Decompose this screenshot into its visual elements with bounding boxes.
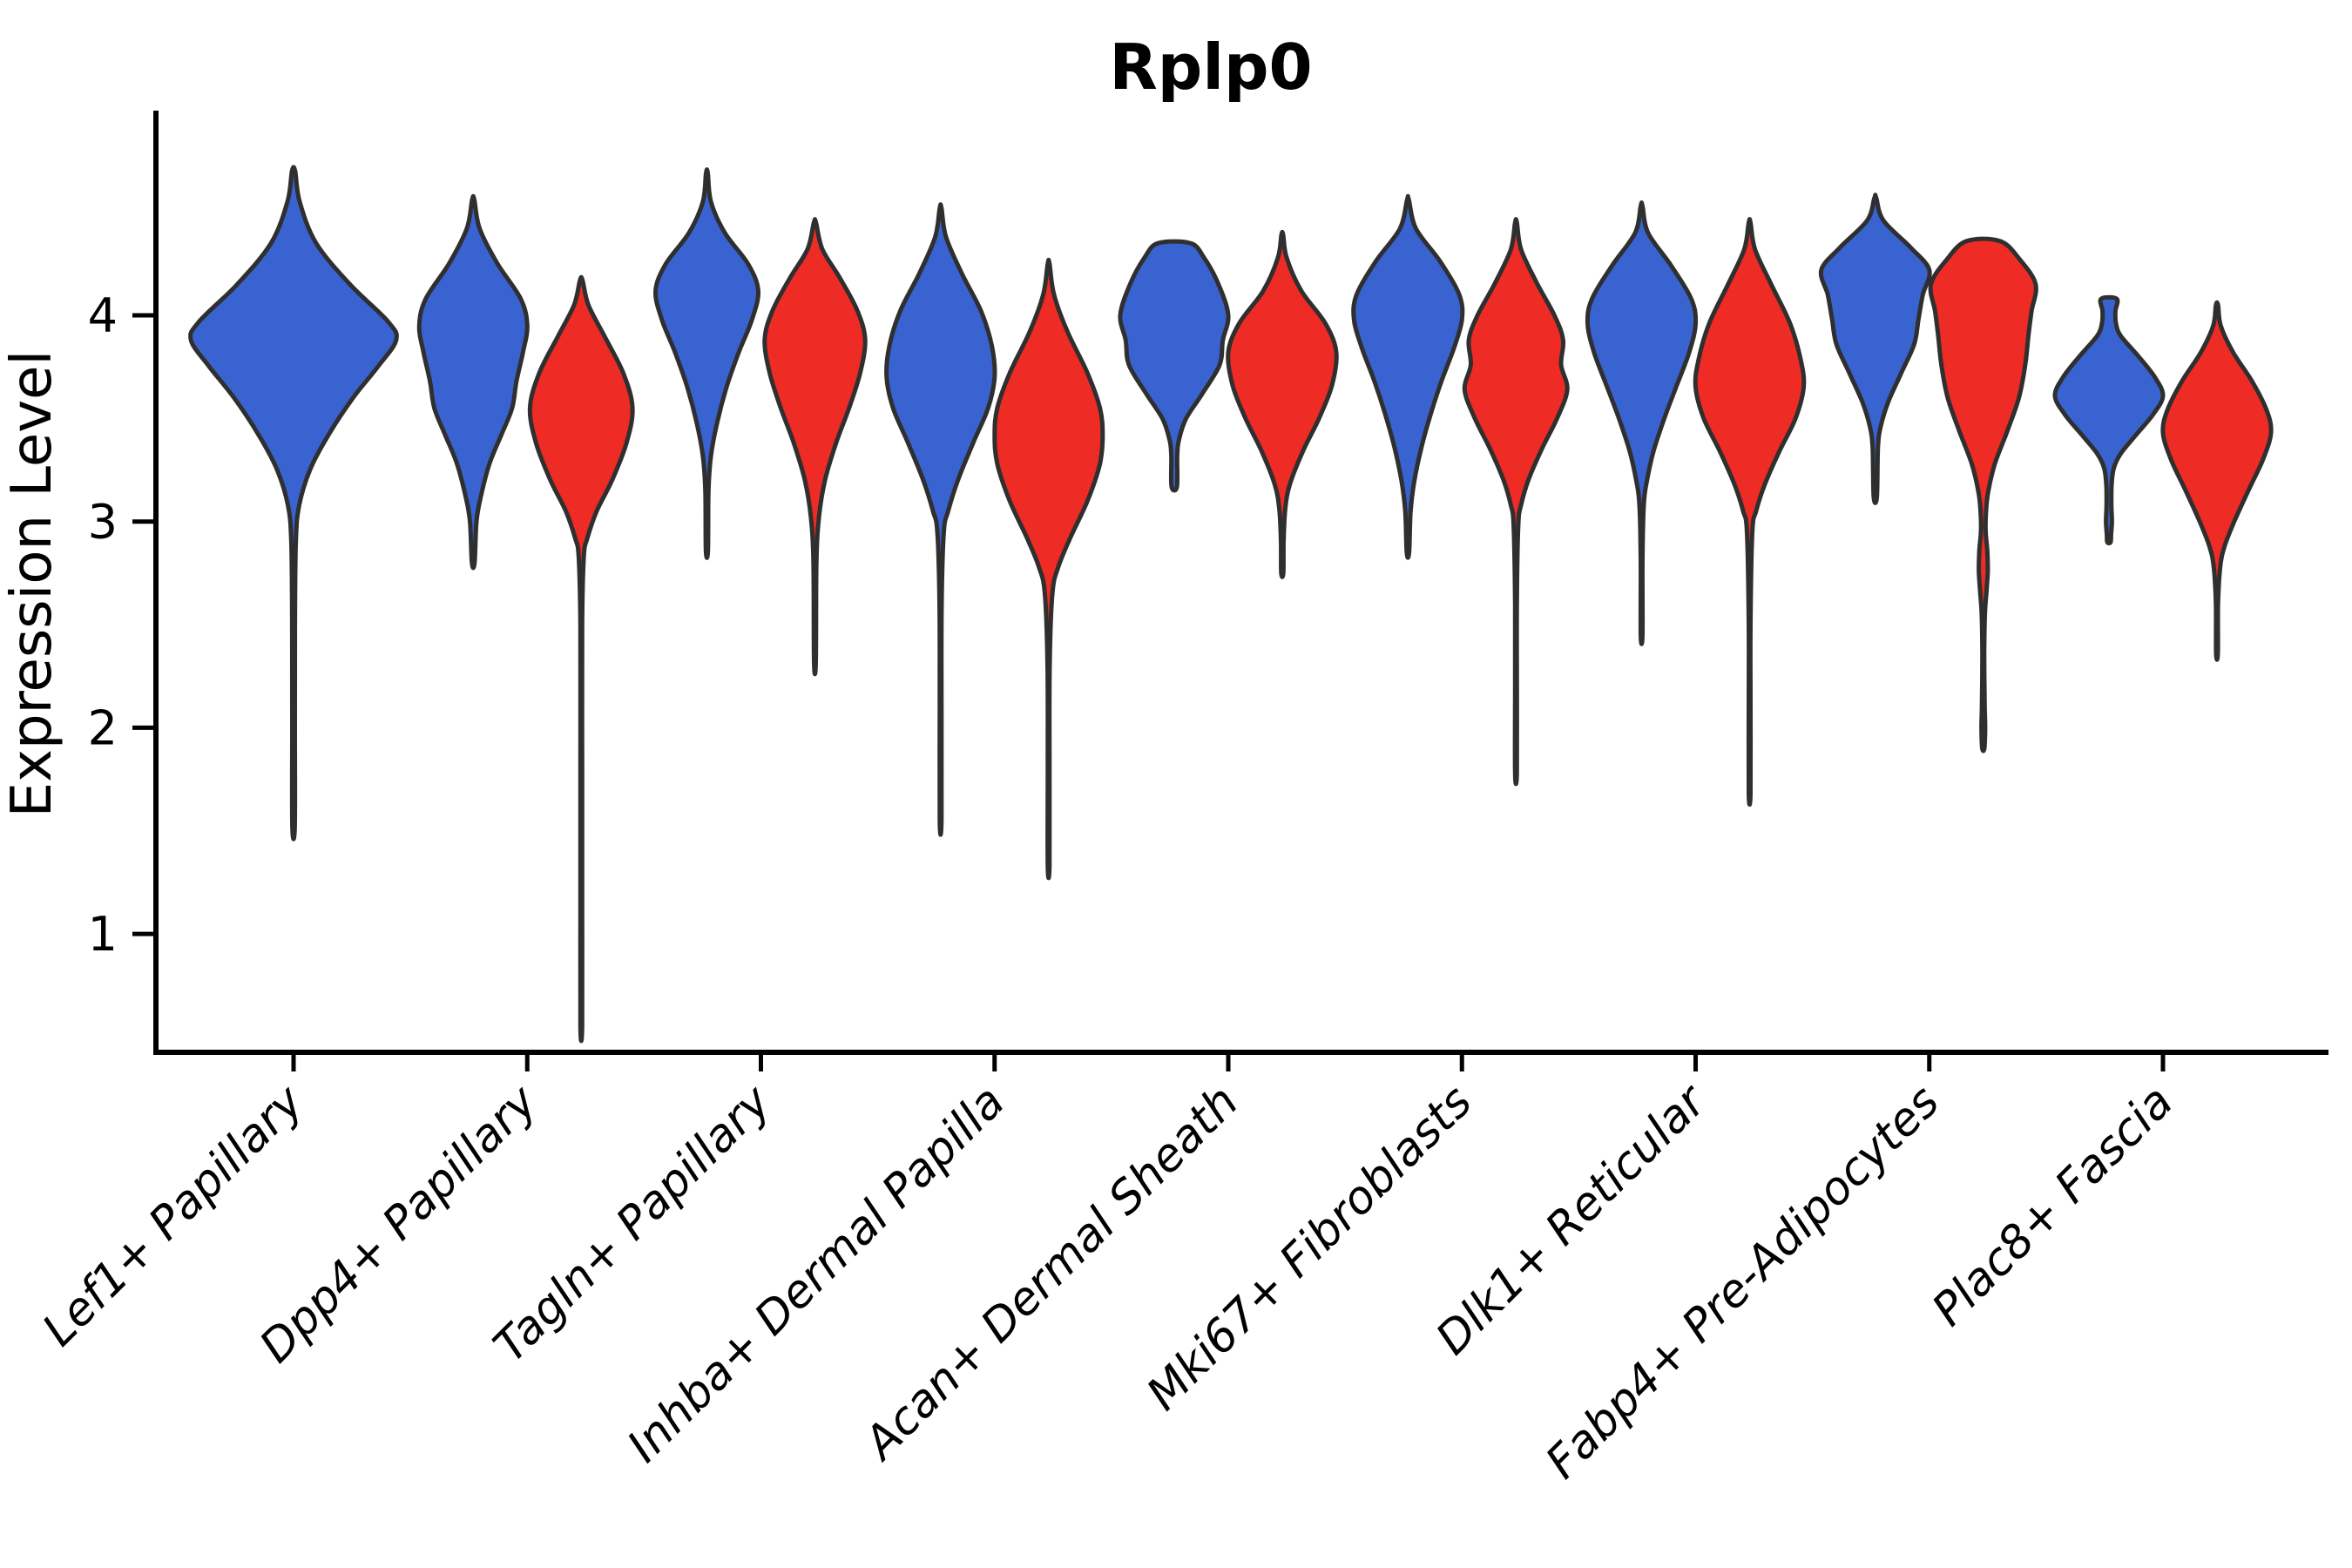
x-tick-label: Acan+ Dermal Sheath <box>853 1076 1248 1471</box>
x-tick-label: Fabp4+ Pre-Adipocytes <box>1536 1076 1950 1490</box>
axis-lines <box>153 111 2328 1055</box>
violin-dlk1-reticular-red <box>1693 217 1807 808</box>
y-axis-label: Expression Level <box>0 350 64 818</box>
violin-mki67-fibroblasts-red <box>1462 217 1570 787</box>
y-tick-label: 4 <box>88 288 118 343</box>
violin-fabp4-pre-adipocytes-blue <box>1818 193 1932 505</box>
violin-tagln-papillary-blue <box>653 167 760 560</box>
violin-acan-dermal-sheath-red <box>1226 229 1339 579</box>
y-tick-label: 3 <box>88 495 118 550</box>
violin-dpp4-papillary-blue <box>416 193 530 571</box>
violin-dlk1-reticular-blue <box>1585 200 1699 646</box>
violin-inhba-dermal-papilla-red <box>992 257 1105 881</box>
violin-plac8-fascia-blue <box>2052 294 2166 546</box>
x-tick-label: Plac8+ Fascia <box>1923 1076 2183 1336</box>
violin-inhba-dermal-papilla-blue <box>884 202 997 837</box>
violin-dpp4-papillary-red <box>527 274 635 1044</box>
violin-fabp4-pre-adipocytes-red <box>1928 236 2038 754</box>
violin-mki67-fibroblasts-blue <box>1351 193 1465 560</box>
violin-shapes <box>188 165 2274 1044</box>
violin-acan-dermal-sheath-blue <box>1118 239 1231 493</box>
x-tick-label: Inhba+ Dermal Papilla <box>618 1076 1015 1473</box>
violin-tagln-papillary-red <box>762 217 868 677</box>
y-tick-label: 2 <box>88 700 118 755</box>
y-tick-label: 1 <box>88 907 118 962</box>
chart-title: Rplp0 <box>1109 30 1312 104</box>
violin-lef1-papillary-blue <box>188 165 399 841</box>
violin-plac8-fascia-red <box>2160 300 2274 662</box>
